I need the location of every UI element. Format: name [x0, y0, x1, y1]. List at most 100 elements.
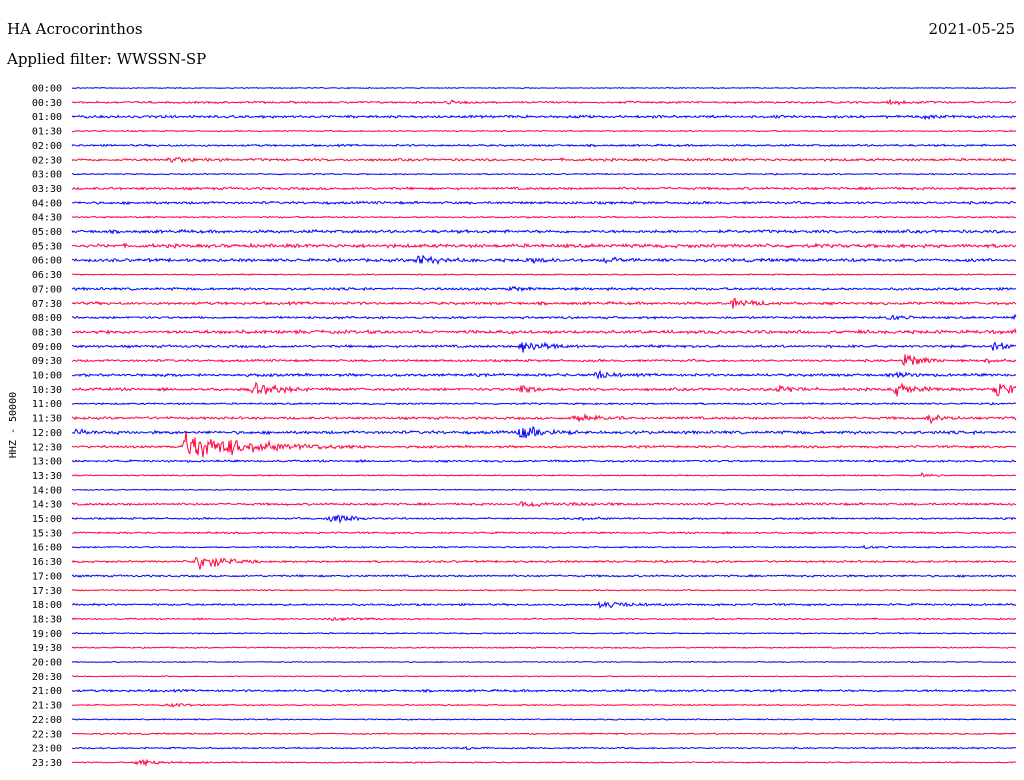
time-tick-0230: 02:30: [32, 155, 62, 166]
time-tick-1830: 18:30: [32, 614, 62, 625]
time-tick-0000: 00:00: [32, 84, 62, 95]
time-tick-2000: 20:00: [32, 658, 62, 669]
time-tick-1300: 13:00: [32, 457, 62, 468]
trace-1330: [71, 471, 1017, 478]
trace-1500: [71, 514, 1017, 524]
time-tick-0730: 07:30: [32, 299, 62, 310]
trace-1730: [71, 588, 1017, 592]
trace-1300: [71, 459, 1017, 464]
time-tick-2100: 21:00: [32, 686, 62, 697]
time-tick-1730: 17:30: [32, 586, 62, 597]
trace-0930: [71, 354, 1017, 367]
time-tick-0130: 01:30: [32, 127, 62, 138]
trace-0530: [71, 242, 1017, 249]
trace-1630: [71, 556, 1017, 570]
trace-1900: [71, 631, 1017, 635]
trace-1030: [71, 381, 1017, 397]
trace-1230: [71, 431, 1017, 458]
time-tick-2030: 20:30: [32, 672, 62, 683]
time-tick-1230: 12:30: [32, 442, 62, 453]
time-tick-2330: 23:30: [32, 758, 62, 769]
trace-2030: [71, 675, 1017, 678]
trace-0630: [71, 273, 1017, 276]
time-tick-0400: 04:00: [32, 198, 62, 209]
time-tick-0200: 02:00: [32, 141, 62, 152]
trace-1800: [71, 600, 1017, 609]
trace-0200: [71, 143, 1017, 148]
channel-label: HHZ - 50000: [8, 392, 19, 458]
trace-0900: [71, 341, 1017, 353]
time-tick-1030: 10:30: [32, 385, 62, 396]
time-tick-0700: 07:00: [32, 284, 62, 295]
trace-0500: [71, 228, 1017, 235]
trace-1930: [71, 646, 1017, 650]
trace-1600: [71, 544, 1017, 550]
trace-2130: [71, 702, 1017, 708]
trace-0300: [71, 172, 1017, 176]
time-tick-1900: 19:00: [32, 629, 62, 640]
trace-0330: [71, 185, 1017, 191]
trace-0730: [71, 297, 1017, 309]
time-tick-0900: 09:00: [32, 342, 62, 353]
trace-0800: [71, 313, 1017, 321]
trace-1130: [71, 412, 1017, 425]
time-tick-labels: 00:00 00:30 01:00 01:30 02:00 02:30 03:00 03:30…: [32, 84, 62, 769]
trace-1430: [71, 500, 1017, 508]
time-tick-1700: 17:00: [32, 571, 62, 582]
seismic-traces: [71, 86, 1017, 767]
trace-1530: [71, 531, 1017, 535]
time-tick-1130: 11:30: [32, 414, 62, 425]
time-tick-0430: 04:30: [32, 213, 62, 224]
time-tick-0600: 06:00: [32, 256, 62, 267]
time-tick-0330: 03:30: [32, 184, 62, 195]
trace-2200: [71, 718, 1017, 721]
trace-0030: [71, 98, 1017, 106]
time-tick-0930: 09:30: [32, 356, 62, 367]
time-tick-0300: 03:00: [32, 170, 62, 181]
time-tick-2200: 22:00: [32, 715, 62, 726]
trace-1400: [71, 488, 1017, 491]
time-tick-0500: 05:00: [32, 227, 62, 238]
time-tick-0530: 05:30: [32, 241, 62, 252]
trace-2000: [71, 660, 1017, 664]
time-tick-1630: 16:30: [32, 557, 62, 568]
time-tick-1430: 14:30: [32, 500, 62, 511]
time-tick-1530: 15:30: [32, 528, 62, 539]
trace-0000: [71, 86, 1017, 90]
date-label: 2021-05-25: [928, 20, 1015, 38]
trace-0230: [71, 156, 1017, 164]
trace-1200: [71, 425, 1017, 439]
trace-2330: [71, 758, 1017, 767]
station-title: HA Acrocorinthos: [7, 20, 143, 38]
time-tick-1100: 11:00: [32, 399, 62, 410]
trace-1830: [71, 616, 1017, 622]
trace-2230: [71, 732, 1017, 736]
trace-0830: [72, 327, 1017, 335]
time-tick-2300: 23:00: [32, 744, 62, 755]
time-tick-0830: 08:30: [32, 327, 62, 338]
time-tick-2230: 22:30: [32, 729, 62, 740]
time-tick-1000: 10:00: [32, 371, 62, 382]
time-tick-1400: 14:00: [32, 485, 62, 496]
time-tick-0030: 00:30: [32, 98, 62, 109]
time-tick-0800: 08:00: [32, 313, 62, 324]
time-tick-1330: 13:30: [32, 471, 62, 482]
trace-0130: [71, 129, 1017, 133]
trace-0100: [71, 114, 1017, 121]
time-tick-1800: 18:00: [32, 600, 62, 611]
time-tick-0100: 01:00: [32, 112, 62, 123]
trace-0600: [71, 254, 1017, 266]
time-tick-2130: 21:30: [32, 701, 62, 712]
time-tick-1600: 16:00: [32, 543, 62, 554]
trace-2100: [71, 688, 1017, 694]
trace-0400: [71, 200, 1017, 206]
trace-0430: [71, 215, 1017, 219]
time-tick-0630: 06:30: [32, 270, 62, 281]
trace-1700: [71, 573, 1017, 578]
trace-1000: [71, 369, 1017, 380]
trace-2300: [71, 745, 1017, 751]
filter-label: Applied filter: WWSSN-SP: [7, 50, 207, 68]
time-tick-1500: 15:00: [32, 514, 62, 525]
time-tick-1930: 19:30: [32, 643, 62, 654]
